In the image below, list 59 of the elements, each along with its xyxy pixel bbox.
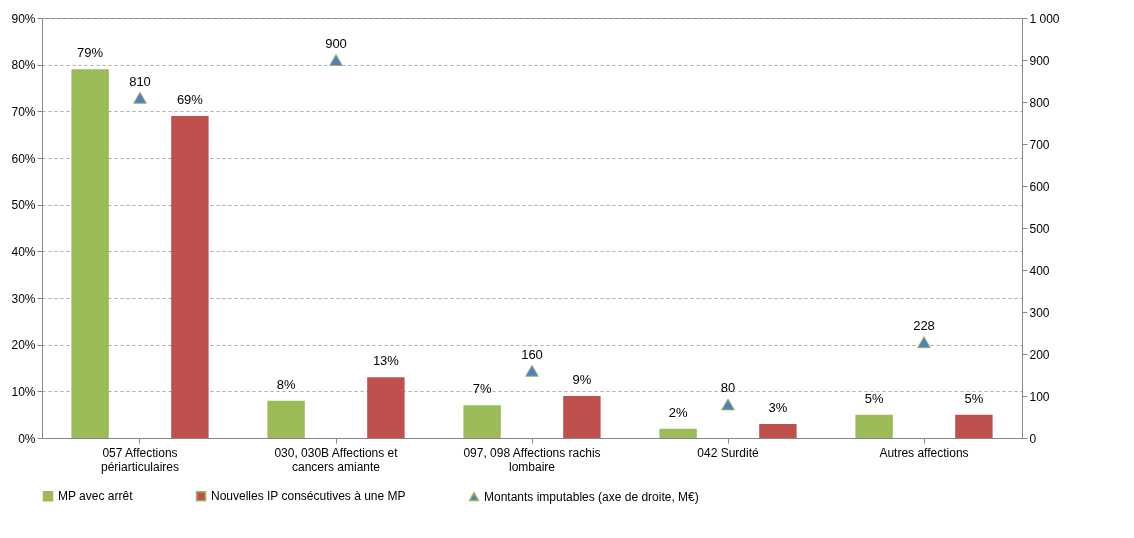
data-label: 160	[521, 346, 543, 362]
data-label: 7%	[472, 381, 492, 397]
y-tick-label: 60%	[11, 151, 36, 166]
bar	[563, 396, 601, 438]
data-label: 810	[129, 73, 151, 89]
bar	[367, 377, 405, 438]
y2-tick-label: 100	[1029, 389, 1050, 404]
x-tick-label: 097, 098 Affections rachis lombaire	[463, 445, 601, 474]
y-tick-label: 20%	[11, 338, 36, 353]
data-label: 80	[720, 380, 736, 396]
x-tick-label: 057 Affections périarticulaires	[100, 445, 180, 474]
bar	[171, 116, 209, 438]
y2-tick-label: 500	[1029, 221, 1050, 236]
bar	[955, 414, 993, 438]
y2-tick-label: 400	[1029, 263, 1050, 278]
y-tick-label: 90%	[11, 11, 36, 26]
point	[917, 336, 931, 349]
data-label: 79%	[77, 45, 104, 61]
point	[329, 54, 343, 66]
data-label: 900	[325, 36, 347, 51]
y-tick-label: 30%	[11, 291, 36, 306]
y2-tick-label: 200	[1029, 347, 1050, 362]
y-tick-label: 80%	[11, 58, 36, 73]
bar	[267, 400, 305, 438]
data-label: 5%	[964, 390, 984, 406]
y2-tick-label: 700	[1029, 137, 1050, 152]
point	[525, 364, 539, 377]
point	[133, 91, 147, 104]
bar	[463, 405, 501, 438]
point	[721, 398, 735, 411]
data-label: 3%	[768, 400, 788, 415]
data-label: 69%	[176, 92, 204, 107]
data-label: 5%	[864, 390, 884, 406]
x-tick-label: 030, 030B Affections et cancers amiante	[274, 445, 399, 474]
y-tick-label: 50%	[11, 198, 36, 213]
data-label: 9%	[572, 372, 592, 387]
y2-tick-label: 300	[1029, 305, 1050, 320]
y2-tick-label: 600	[1029, 179, 1050, 194]
bar	[855, 414, 893, 438]
y2-tick-label: 800	[1029, 95, 1050, 110]
legend-label: Montants imputables (axe de droite, M€)	[484, 489, 699, 504]
data-label: 8%	[276, 376, 296, 392]
y-tick-label: 70%	[11, 104, 36, 119]
data-label: 13%	[372, 353, 400, 369]
bar	[659, 428, 697, 438]
legend-label: Nouvelles IP consécutives à une MP	[211, 489, 406, 504]
data-label: 2%	[668, 404, 688, 420]
data-label: 228	[913, 318, 935, 334]
x-tick-label: 042 Surdité	[697, 445, 760, 460]
y2-tick-label: 900	[1029, 53, 1050, 68]
y-tick-label: 0%	[18, 431, 36, 446]
legend-label: MP avec arrêt	[58, 489, 134, 504]
y-tick-label: 40%	[11, 244, 36, 259]
y2-tick-label: 0	[1029, 431, 1037, 446]
x-tick-label: Autres affections	[879, 445, 969, 460]
y2-tick-label: 1 000	[1029, 11, 1060, 26]
bar	[71, 69, 109, 438]
bar	[759, 424, 797, 438]
y-tick-label: 10%	[11, 384, 36, 399]
